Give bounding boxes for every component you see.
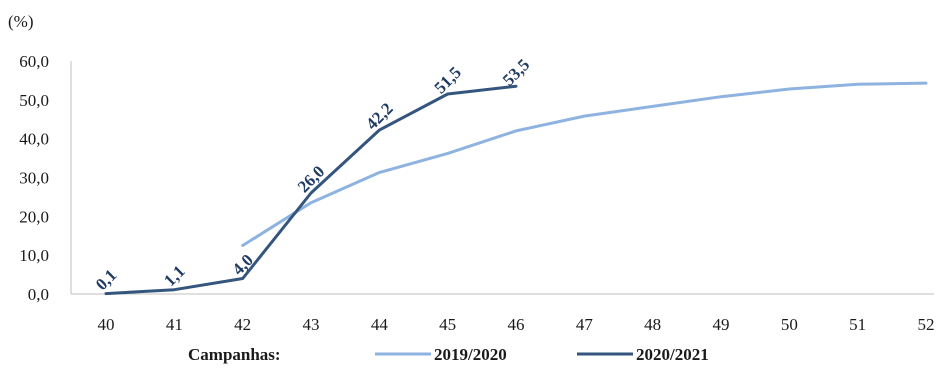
y-unit-label: (%)	[8, 12, 33, 31]
x-tick-label: 44	[371, 315, 389, 334]
y-tick-label: 40,0	[19, 130, 49, 149]
data-label: 0,1	[92, 265, 120, 293]
data-label: 4,0	[229, 250, 257, 278]
series-lines	[104, 81, 928, 296]
legend-label: 2020/2021	[636, 345, 709, 364]
x-tick-labels: 40 41 42 43 44 45 46 47 48 49 50 51 52	[98, 315, 935, 334]
x-tick-label: 41	[166, 315, 183, 334]
y-tick-label: 20,0	[19, 207, 49, 226]
x-tick-label: 52	[918, 315, 935, 334]
x-tick-label: 43	[303, 315, 320, 334]
x-tick-label: 46	[508, 315, 525, 334]
data-label: 53,5	[499, 55, 533, 89]
series-line-2020-2021	[104, 84, 518, 296]
series-line-2019-2020	[241, 81, 928, 247]
y-tick-label: 50,0	[19, 91, 49, 110]
y-tick-label: 30,0	[19, 169, 49, 188]
legend-title: Campanhas:	[188, 345, 281, 364]
y-tick-label: 10,0	[19, 246, 49, 265]
x-tick-label: 50	[781, 315, 798, 334]
y-tick-labels: 0,0 10,0 20,0 30,0 40,0 50,0 60,0	[19, 52, 49, 304]
data-label: 26,0	[294, 162, 328, 196]
x-tick-label: 45	[439, 315, 456, 334]
legend: Campanhas: 2019/2020 2020/2021	[188, 345, 709, 364]
x-tick-label: 51	[849, 315, 866, 334]
x-tick-label: 47	[576, 315, 594, 334]
data-label: 42,2	[362, 99, 396, 133]
x-tick-label: 48	[644, 315, 661, 334]
x-tick-label: 42	[234, 315, 251, 334]
legend-label: 2019/2020	[434, 345, 507, 364]
x-tick-label: 40	[98, 315, 115, 334]
y-tick-label: 0,0	[28, 285, 49, 304]
y-tick-label: 60,0	[19, 52, 49, 71]
data-label: 1,1	[160, 262, 188, 290]
x-tick-label: 49	[713, 315, 730, 334]
